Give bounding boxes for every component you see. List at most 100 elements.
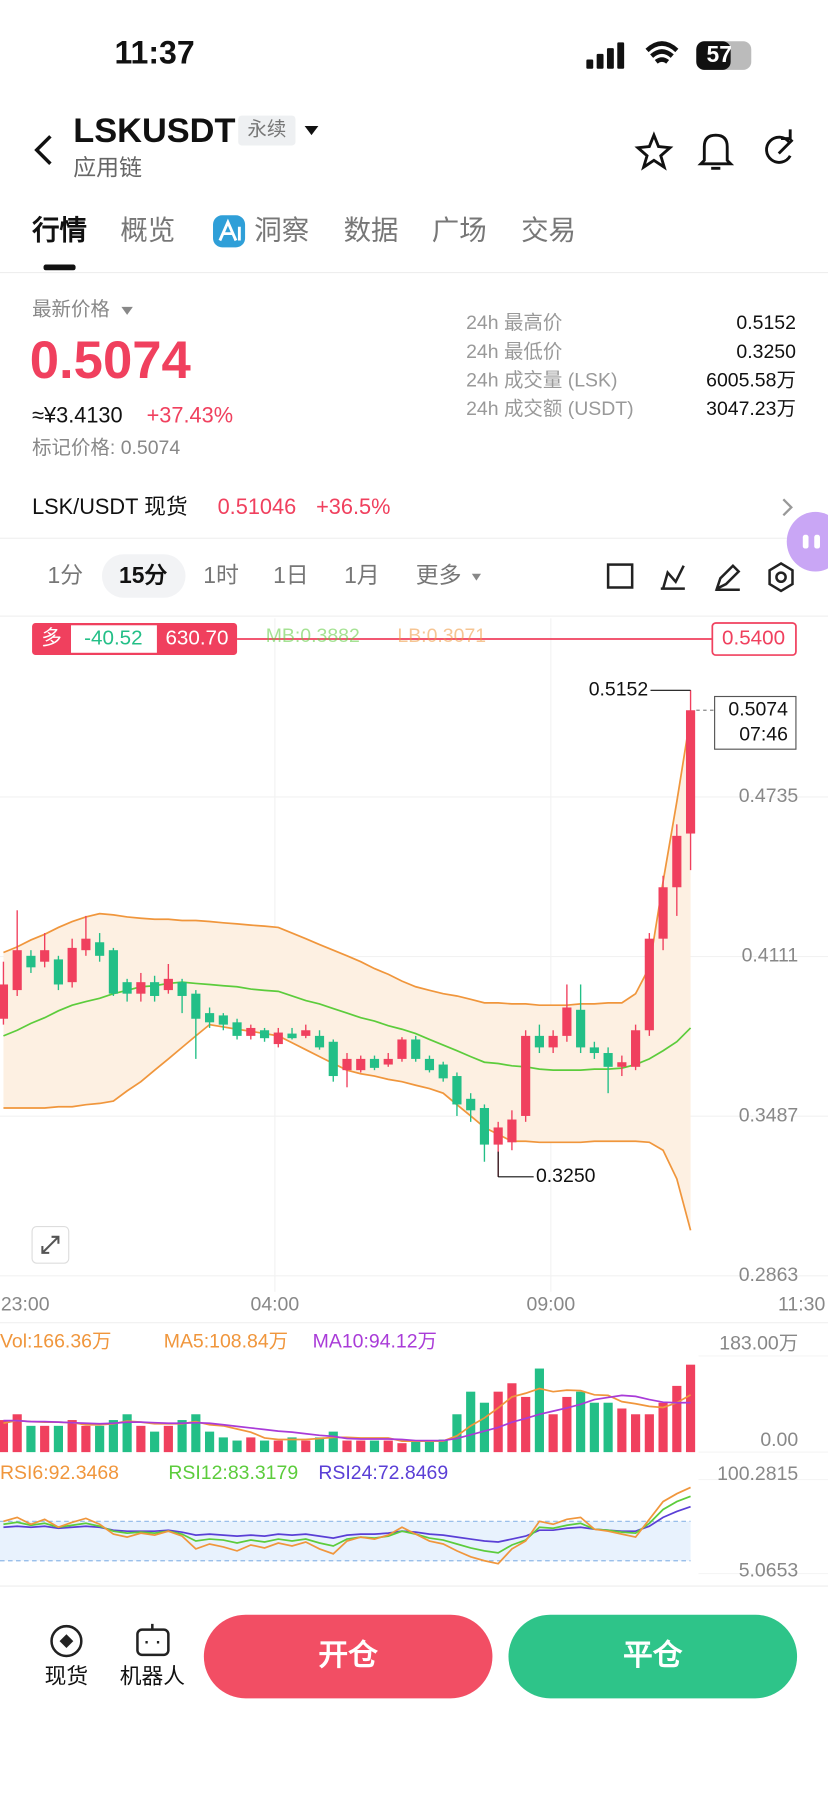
spot-chevron[interactable]: [782, 498, 793, 517]
back-button[interactable]: [34, 135, 52, 165]
volume-bar: [301, 1440, 311, 1453]
volume-bar: [438, 1439, 448, 1453]
more-dropdown[interactable]: [471, 573, 481, 581]
tab[interactable]: 洞察: [254, 215, 309, 246]
x-tick-label: 09:00: [527, 1294, 576, 1316]
tab[interactable]: 广场: [432, 215, 487, 246]
candle-body: [617, 1062, 627, 1067]
x-tick-label: 04:00: [251, 1294, 300, 1316]
candle-body: [631, 1030, 641, 1067]
open-button[interactable]: [203, 1614, 493, 1699]
candle-body: [356, 1058, 366, 1071]
volume-bar: [466, 1391, 476, 1453]
price-dropdown[interactable]: [121, 306, 133, 315]
mb-label: MB:0.3882: [266, 625, 360, 647]
chart-tools: [606, 561, 794, 593]
volume-bar: [259, 1440, 270, 1453]
expand-icon: [41, 1235, 60, 1254]
stat-value: 0.3250: [736, 341, 796, 363]
alert-icon[interactable]: [697, 133, 735, 170]
battery-text: 57: [706, 41, 731, 67]
open-button-label: 开仓: [318, 1639, 378, 1672]
x-tick-label: 23:00: [1, 1294, 50, 1316]
last-price-box: [714, 695, 797, 750]
interval[interactable]: 15分: [119, 562, 167, 588]
candle-body: [424, 1058, 435, 1071]
volume-bar: [26, 1425, 36, 1453]
candle-body: [342, 1058, 352, 1071]
tool-icon[interactable]: [714, 563, 741, 592]
spot-button[interactable]: 现货: [45, 1663, 89, 1688]
countdown: 07:46: [739, 724, 788, 746]
volume-ma5: [3, 1387, 691, 1442]
order-price-box: [711, 622, 797, 656]
candle-body: [163, 978, 173, 991]
tool-icon[interactable]: [606, 563, 634, 589]
price-change: +37.43%: [147, 403, 233, 428]
interval[interactable]: 1分: [47, 562, 83, 588]
tool-icon[interactable]: [768, 561, 794, 593]
interval[interactable]: 更多: [416, 562, 462, 588]
last-price: 0.5074: [30, 331, 191, 390]
volume-bar: [204, 1431, 215, 1453]
tool-icon[interactable]: [775, 571, 787, 584]
volume-bar: [479, 1402, 490, 1453]
volume-bar: [493, 1391, 503, 1453]
candle-body: [67, 947, 77, 983]
candle-body: [452, 1076, 462, 1105]
symbol-dropdown[interactable]: [304, 125, 319, 136]
tab[interactable]: 概览: [120, 215, 175, 246]
order-price: 0.5400: [722, 626, 785, 649]
interval[interactable]: 1月: [344, 562, 380, 588]
volume-bar: [95, 1425, 105, 1453]
tab[interactable]: 交易: [521, 215, 576, 246]
rsi-chart: 100.2815 5.0653 RSI6:92.3468 RSI12:83.3179 R…: [0, 1462, 828, 1581]
volume-bar: [177, 1420, 187, 1453]
volume-bar: [53, 1425, 63, 1453]
volume-bar: [328, 1431, 338, 1453]
volume-tick-label: 183.00万: [719, 1333, 798, 1355]
candle-body: [548, 1035, 558, 1048]
candle-body: [521, 1035, 531, 1116]
tab[interactable]: 行情: [31, 215, 87, 246]
favorite-icon[interactable]: [634, 131, 674, 171]
position-pnl: -40.52: [84, 626, 142, 649]
bot-button[interactable]: 机器人: [120, 1663, 185, 1688]
candle-body: [301, 1030, 311, 1036]
interval[interactable]: 1时: [203, 562, 239, 588]
candle-body: [562, 1007, 572, 1036]
stat-label: 24h 最高价: [466, 312, 562, 334]
volume-bar: [191, 1414, 201, 1453]
stat-value: 3047.23万: [706, 398, 796, 420]
tool-icon[interactable]: [660, 565, 685, 590]
bot-icon[interactable]: [136, 1628, 170, 1657]
badge: 永续: [247, 119, 286, 141]
close-button[interactable]: [508, 1614, 798, 1699]
volume-bar: [122, 1414, 132, 1453]
assistant-eye: [802, 534, 809, 549]
volume-bar: [67, 1420, 77, 1453]
stats: 24h 最高价 0.5152 24h 最低价 0.3250 24h 成交量 (LSK) 6…: [466, 312, 796, 420]
symbol[interactable]: LSKUSDT: [73, 112, 235, 150]
candle-body: [53, 959, 63, 985]
volume-bar: [507, 1383, 517, 1453]
candle-body: [122, 982, 132, 994]
stat-label: 24h 成交量 (LSK): [466, 369, 617, 391]
spot-pair[interactable]: LSK/USDT 现货: [32, 494, 188, 519]
candle-body: [493, 1127, 503, 1145]
candle-body: [259, 1030, 270, 1039]
volume-bar: [411, 1440, 421, 1453]
volume-label: Vol:166.36万: [0, 1330, 111, 1352]
spot-icon[interactable]: [50, 1624, 83, 1658]
volume-bar: [150, 1431, 160, 1453]
interval[interactable]: 1日: [273, 562, 309, 588]
rsi-tick-label: 100.2815: [717, 1463, 798, 1485]
candle-body: [534, 1035, 544, 1048]
volume-bar: [603, 1402, 613, 1453]
tabs: 行情 概览 洞察 数据 广场 交易: [31, 215, 576, 246]
position-side: 多: [41, 626, 62, 649]
candle-body: [397, 1039, 407, 1059]
tab[interactable]: 数据: [344, 215, 399, 246]
mark-price: 标记价格: 0.5074: [32, 437, 180, 459]
share-icon[interactable]: [765, 129, 794, 164]
